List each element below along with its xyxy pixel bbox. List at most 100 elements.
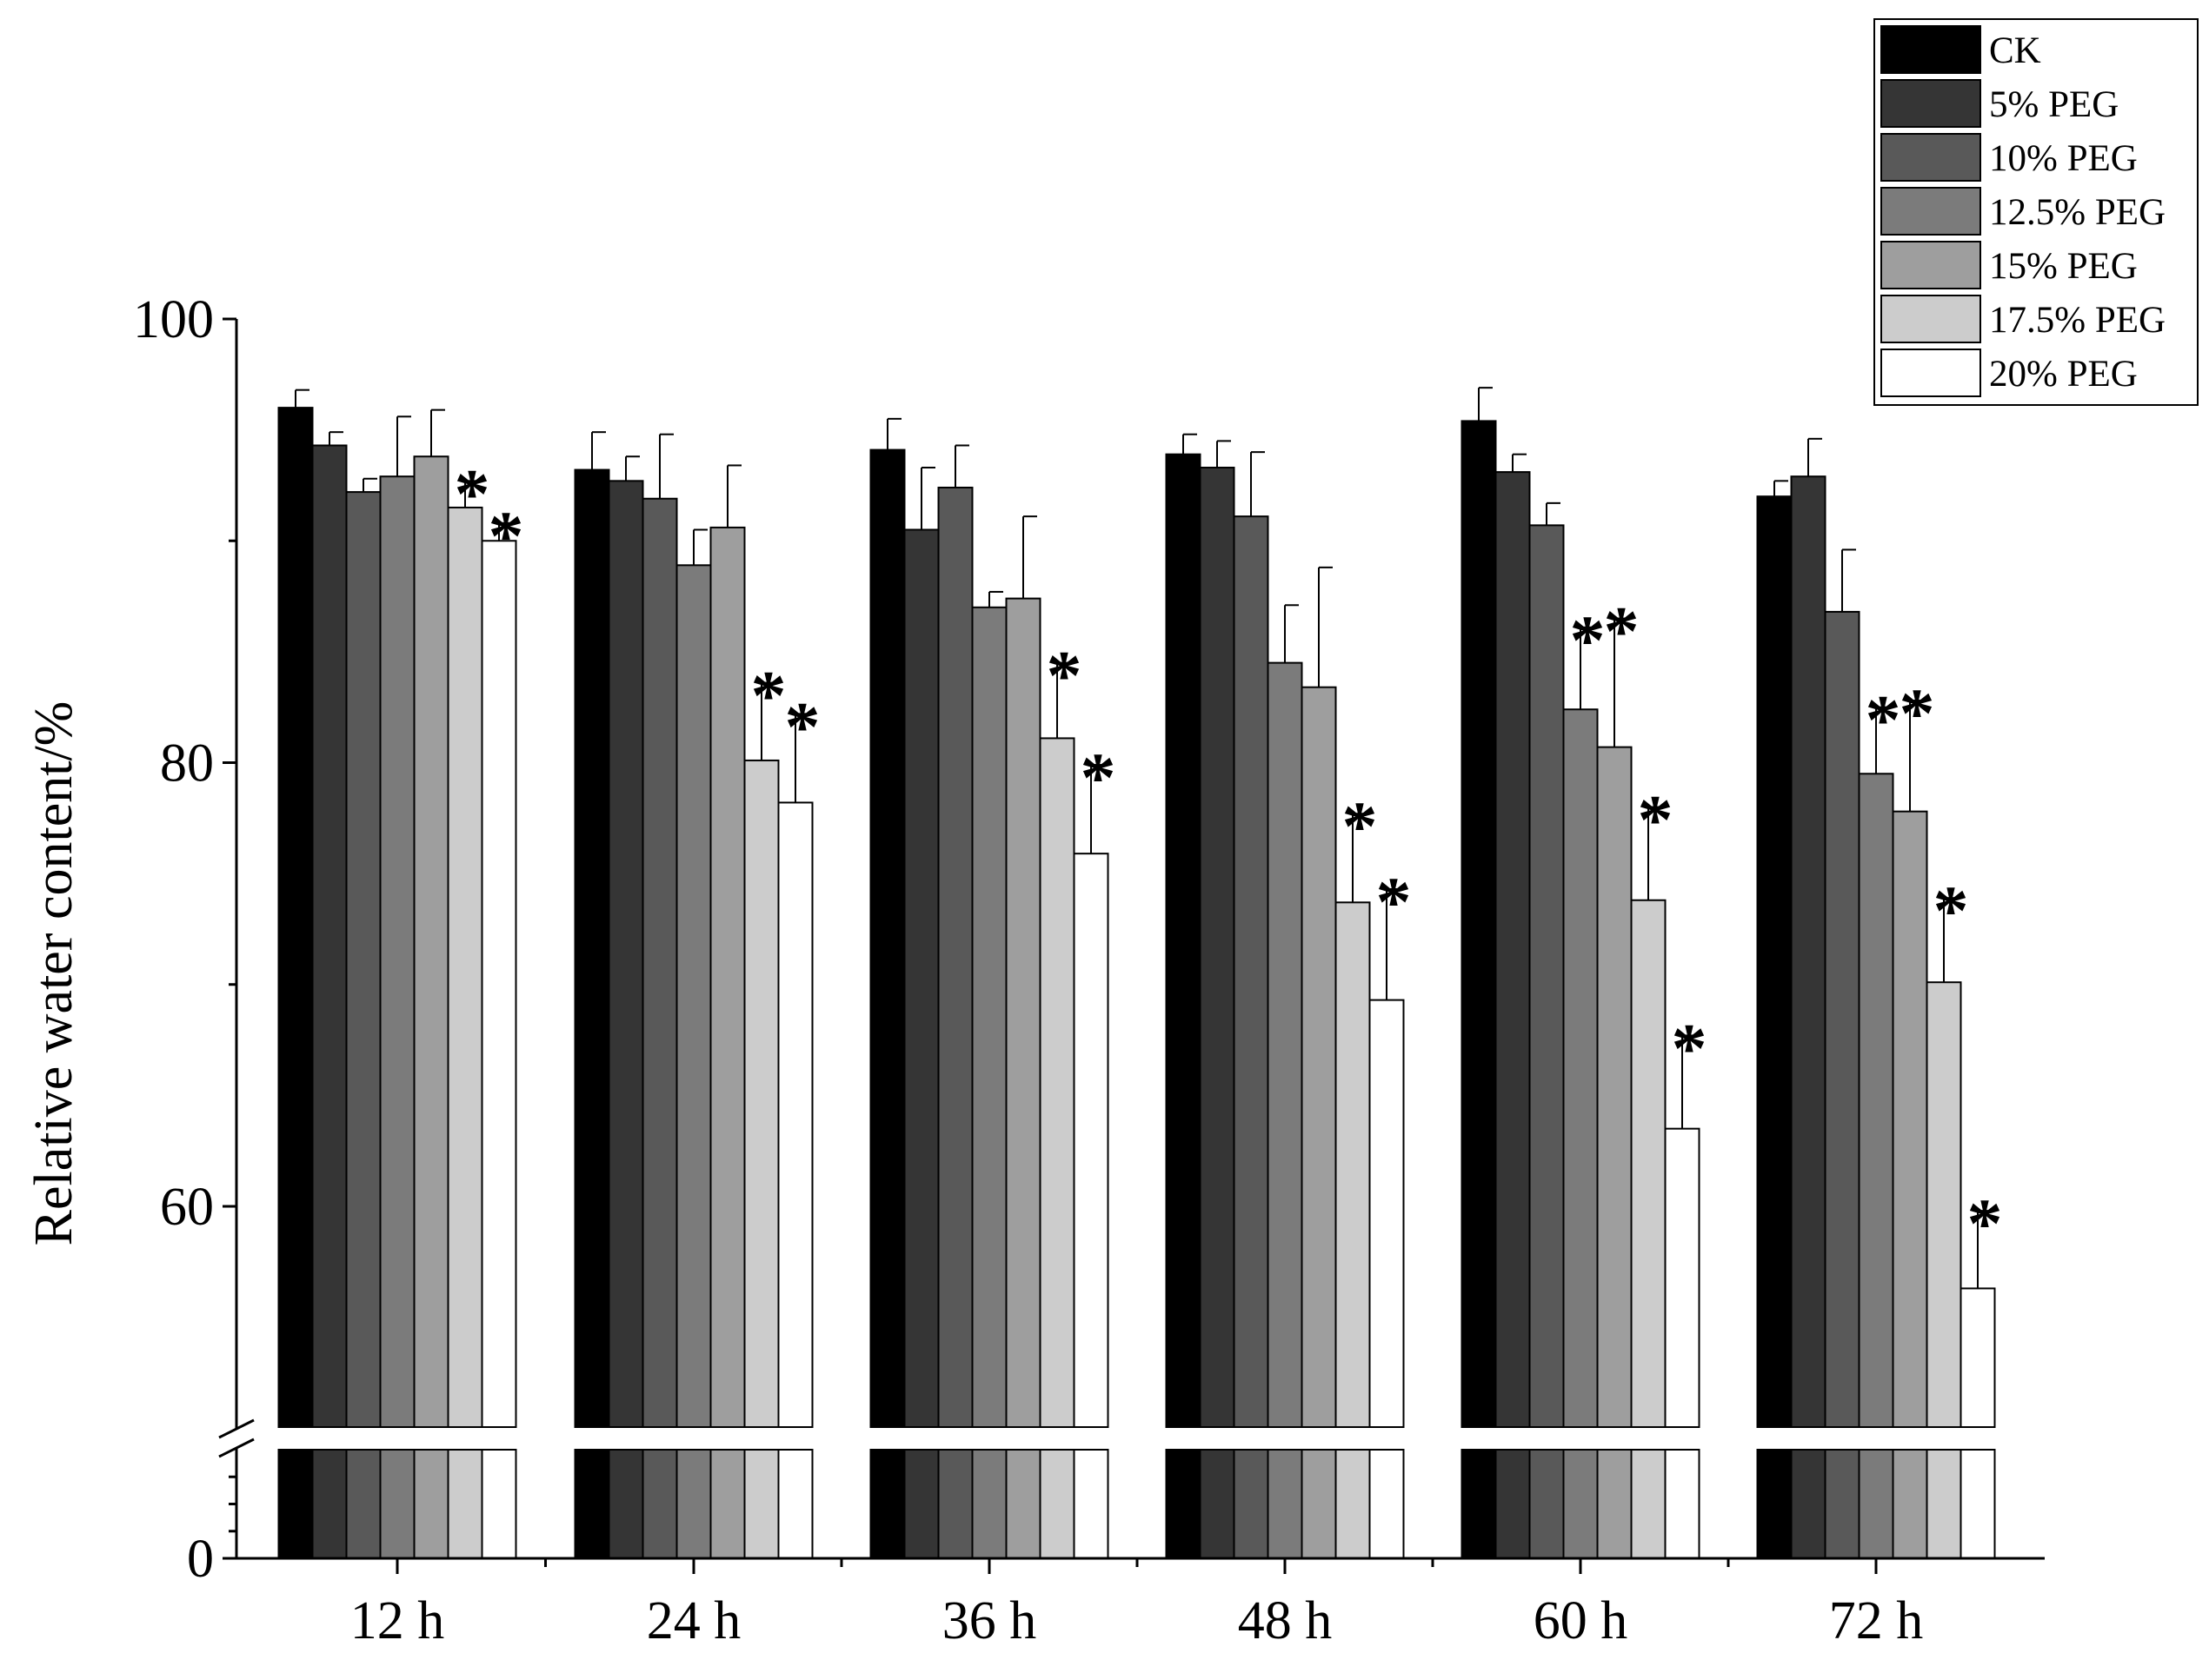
legend-item: 20% PEG bbox=[1880, 349, 2138, 397]
bar-lower-segment bbox=[1756, 1449, 1793, 1559]
bar bbox=[743, 759, 780, 1428]
y-tick-label: 60 bbox=[160, 1178, 214, 1237]
significance-star: * bbox=[1866, 681, 1901, 760]
error-bar bbox=[1090, 764, 1105, 854]
axis-break-layer bbox=[210, 1429, 2045, 1448]
bar-lower-segment bbox=[1630, 1449, 1667, 1559]
error-bar bbox=[955, 444, 969, 488]
bar-lower-segment bbox=[1562, 1449, 1599, 1559]
error-bar bbox=[363, 477, 377, 493]
bar-lower-segment bbox=[1959, 1449, 1996, 1559]
significance-star: * bbox=[1933, 871, 1969, 950]
bar bbox=[1460, 420, 1497, 1428]
significance-star: * bbox=[751, 656, 787, 735]
error-bar bbox=[1216, 440, 1231, 468]
significance-star: * bbox=[455, 454, 490, 533]
legend-swatch bbox=[1880, 133, 1981, 182]
legend-swatch bbox=[1880, 25, 1981, 74]
error-bar bbox=[1875, 706, 1890, 774]
significance-star: * bbox=[1342, 787, 1378, 866]
bar bbox=[1664, 1127, 1700, 1428]
error-bar bbox=[1250, 451, 1265, 517]
error-bar bbox=[988, 590, 1003, 608]
error-bar bbox=[1681, 1034, 1696, 1129]
bar bbox=[937, 486, 974, 1428]
axes-layer: 60 80 100 0 12 h 24 h 36 h 48 h 60 h 72 h bbox=[133, 290, 2045, 1650]
bar bbox=[869, 448, 906, 1428]
error-bar bbox=[727, 464, 742, 528]
significance-star: * bbox=[1081, 738, 1116, 817]
bar-lower-segment bbox=[379, 1449, 416, 1559]
significance-star: * bbox=[1570, 601, 1606, 680]
bar-lower-segment bbox=[574, 1449, 610, 1559]
legend-item: CK bbox=[1880, 25, 2041, 74]
bar bbox=[971, 606, 1008, 1428]
y-tick-label: 80 bbox=[160, 734, 214, 794]
bar bbox=[1596, 746, 1633, 1428]
legend-label: 15% PEG bbox=[1989, 246, 2138, 287]
error-bar bbox=[1614, 617, 1628, 747]
bar bbox=[1528, 524, 1565, 1429]
error-bar bbox=[1284, 604, 1299, 663]
bar bbox=[608, 480, 644, 1428]
x-tick-label: 36 h bbox=[942, 1591, 1037, 1650]
bar-lower-segment bbox=[709, 1449, 746, 1559]
bar-lower-segment bbox=[1790, 1449, 1826, 1559]
y-axis-label: Relative water content/% bbox=[24, 701, 83, 1246]
legend-item: 5% PEG bbox=[1880, 79, 2119, 128]
error-bar bbox=[464, 480, 479, 508]
bars-layer bbox=[277, 407, 1996, 1559]
error-bar bbox=[1182, 433, 1197, 455]
bar bbox=[1959, 1287, 1996, 1428]
bar bbox=[1267, 661, 1303, 1428]
axis-break-mark bbox=[218, 1438, 255, 1458]
significance-star: * bbox=[489, 496, 524, 575]
bar bbox=[1630, 899, 1667, 1428]
bar-lower-segment bbox=[1528, 1449, 1565, 1559]
bar bbox=[1756, 495, 1793, 1429]
error-bar bbox=[1580, 626, 1594, 710]
error-bar bbox=[693, 528, 708, 566]
bar-lower-segment bbox=[1039, 1449, 1075, 1559]
bar-lower-segment bbox=[1824, 1449, 1860, 1559]
bar-lower-segment bbox=[608, 1449, 644, 1559]
bar-lower-segment bbox=[777, 1449, 814, 1559]
significance-star: * bbox=[785, 687, 821, 766]
bar bbox=[1039, 737, 1075, 1428]
bar-lower-segment bbox=[1596, 1449, 1633, 1559]
bar bbox=[1562, 708, 1599, 1428]
bar-lower-segment bbox=[1494, 1449, 1531, 1559]
significance-marks-layer: **************** bbox=[455, 454, 2003, 1263]
bar bbox=[903, 528, 940, 1428]
bar-lower-segment bbox=[1926, 1449, 1962, 1559]
error-bar bbox=[295, 388, 309, 408]
axis-break-gap bbox=[210, 1429, 2045, 1448]
x-tick-label: 12 h bbox=[350, 1591, 445, 1650]
error-bar bbox=[591, 431, 606, 470]
bar bbox=[1494, 471, 1531, 1428]
axis-break-mark bbox=[218, 1418, 255, 1439]
bar bbox=[1824, 610, 1860, 1428]
bar-lower-segment bbox=[1858, 1449, 1894, 1559]
error-bar bbox=[1807, 437, 1822, 477]
error-bar bbox=[1841, 548, 1856, 612]
bar bbox=[1233, 515, 1269, 1428]
bar-lower-segment bbox=[743, 1449, 780, 1559]
bar-lower-segment bbox=[1301, 1449, 1337, 1559]
error-bar bbox=[921, 467, 935, 530]
bar-lower-segment bbox=[311, 1449, 348, 1559]
bar bbox=[675, 564, 712, 1428]
x-tick-label: 72 h bbox=[1829, 1591, 1924, 1650]
significance-star: * bbox=[1672, 1008, 1707, 1087]
error-bar bbox=[1056, 661, 1071, 739]
bar-lower-segment bbox=[1460, 1449, 1497, 1559]
legend-swatch bbox=[1880, 79, 1981, 128]
significance-star: * bbox=[1047, 636, 1082, 715]
bar bbox=[1858, 773, 1894, 1428]
error-bar bbox=[396, 415, 411, 477]
bar bbox=[709, 526, 746, 1428]
significance-star: * bbox=[1638, 780, 1673, 860]
significance-star: * bbox=[1967, 1184, 2003, 1263]
bar-lower-segment bbox=[675, 1449, 712, 1559]
error-bars-layer bbox=[295, 387, 1992, 1289]
